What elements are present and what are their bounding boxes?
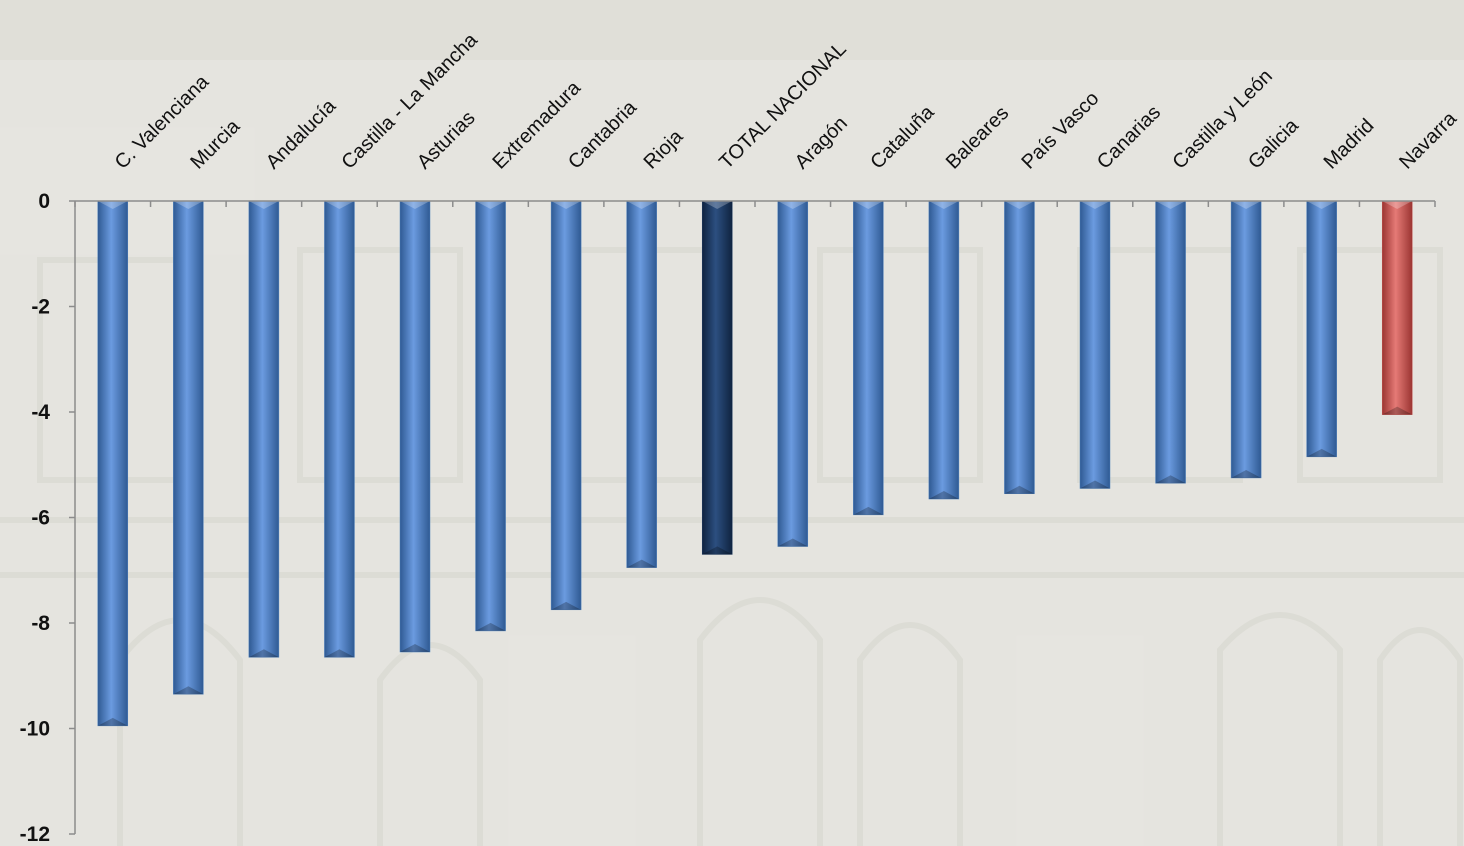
bar-top-bevel <box>324 201 355 209</box>
y-tick-label: -10 <box>20 718 50 741</box>
bar-bottom-bevel <box>1004 485 1035 494</box>
bar <box>626 200 657 568</box>
bar-top-bevel <box>400 201 430 209</box>
bar-bottom-bevel <box>626 559 657 568</box>
bar <box>173 200 204 695</box>
bar-top-bevel <box>97 201 128 209</box>
bars <box>97 200 1413 727</box>
bar <box>777 200 809 547</box>
bar-top-bevel <box>777 201 808 209</box>
bar-bottom-bevel <box>1306 448 1337 457</box>
bar-top-bevel <box>1306 201 1337 209</box>
bar <box>324 200 355 658</box>
y-tick-label: -8 <box>31 612 50 635</box>
bar-bottom-bevel <box>1231 469 1262 478</box>
bar <box>97 200 129 727</box>
bar <box>928 200 960 500</box>
y-tick-label: -12 <box>20 823 50 846</box>
bar-bottom-bevel <box>777 538 808 547</box>
bar-top-bevel <box>173 201 204 209</box>
x-axis <box>74 200 1436 207</box>
bar-top-bevel <box>551 201 582 209</box>
y-tick-label: -6 <box>31 507 50 530</box>
bar-top-bevel <box>1004 201 1035 209</box>
bar-bottom-bevel <box>97 717 128 726</box>
bar-bottom-bevel <box>1080 480 1110 489</box>
bar <box>1230 200 1262 479</box>
bar-top-bevel <box>1080 201 1110 209</box>
bar <box>1381 200 1413 415</box>
bar-bottom-bevel <box>702 546 733 555</box>
y-tick-label: -4 <box>31 401 50 424</box>
bar <box>475 200 506 632</box>
bar-top-bevel <box>853 201 884 209</box>
bar-top-bevel <box>1231 201 1262 209</box>
bar-bottom-bevel <box>853 506 884 515</box>
bar-top-bevel <box>475 201 506 209</box>
bar-top-bevel <box>248 201 279 209</box>
bar <box>701 200 733 555</box>
bar-top-bevel <box>626 201 657 209</box>
bar-bottom-bevel <box>173 686 204 695</box>
y-tick-label: -2 <box>31 296 50 319</box>
y-tick-label: 0 <box>38 190 50 213</box>
bar-top-bevel <box>702 201 733 209</box>
bar-bottom-bevel <box>928 491 959 500</box>
bar-top-bevel <box>1382 201 1413 209</box>
bar-bottom-bevel <box>324 649 355 658</box>
bar-bottom-bevel <box>1382 406 1413 415</box>
bar-bottom-bevel <box>400 644 430 653</box>
bar-top-bevel <box>1155 201 1186 209</box>
bar <box>399 200 431 653</box>
bar-bottom-bevel <box>248 649 279 658</box>
bar <box>1155 200 1186 484</box>
bar <box>1004 200 1035 495</box>
bar-bottom-bevel <box>551 601 582 610</box>
bar <box>550 200 582 611</box>
bar <box>248 200 280 658</box>
bar-top-bevel <box>928 201 959 209</box>
bar <box>1306 200 1337 458</box>
bar <box>1079 200 1111 489</box>
bar-bottom-bevel <box>1155 475 1186 484</box>
bar-bottom-bevel <box>475 622 506 631</box>
bar <box>853 200 884 516</box>
y-axis: 0 -2 -4 -6 -8 -10 -12 <box>20 190 76 846</box>
